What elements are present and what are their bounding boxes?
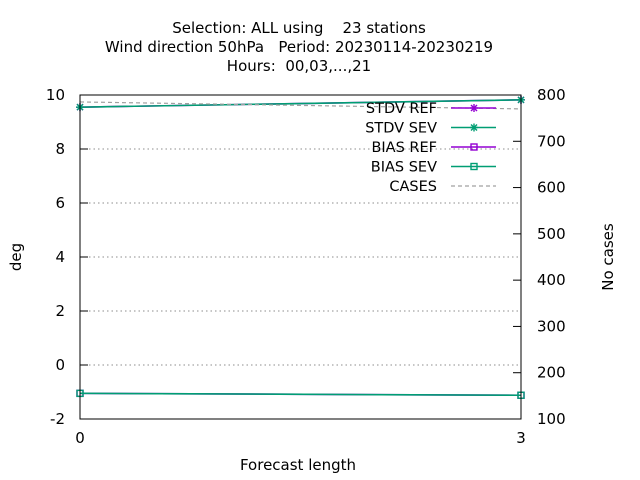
- axis-ticks: -2 0 2 4 6 8 10 100 200 300 400 500 600 700 800 0 3: [46, 86, 566, 447]
- y2-tick-label: 400: [537, 271, 566, 289]
- star-marker: [470, 123, 478, 132]
- y2-tick-label: 800: [537, 86, 566, 104]
- x-tick-label: 3: [516, 429, 526, 447]
- plot-series: [76, 95, 525, 399]
- y-tick-label: 10: [46, 86, 65, 104]
- y-tick-label: 8: [55, 140, 65, 158]
- y2-tick-label: 100: [537, 410, 566, 428]
- y2-tick-label: 300: [537, 317, 566, 335]
- y2-axis-label: No cases: [599, 223, 617, 291]
- x-tick-label: 0: [75, 429, 85, 447]
- y-tick-label: 0: [55, 356, 65, 374]
- series-line: [79, 99, 522, 108]
- series-line: [79, 392, 522, 397]
- y-tick-label: -2: [50, 410, 65, 428]
- star-marker: [470, 104, 478, 112]
- legend-label: CASES: [389, 179, 437, 195]
- legend: STDV REF STDV SEV BIAS REF BIAS SEV CASES: [365, 101, 496, 195]
- y-tick-label: 6: [55, 194, 65, 212]
- x-axis-label: Forecast length: [240, 456, 356, 474]
- y2-tick-label: 600: [537, 179, 566, 197]
- y-tick-label: 4: [55, 248, 65, 266]
- y-tick-label: 2: [55, 302, 65, 320]
- square-marker: [470, 143, 478, 151]
- legend-label: BIAS REF: [371, 140, 437, 156]
- chart-title: Selection: ALL using 23 stations Wind di…: [105, 19, 493, 75]
- grid-lines: [80, 148, 521, 366]
- y2-tick-label: 700: [537, 132, 566, 150]
- legend-label: BIAS SEV: [371, 160, 437, 176]
- title-line-2: Wind direction 50hPa Period: 20230114-20…: [105, 38, 493, 56]
- title-line-1: Selection: ALL using 23 stations: [172, 19, 426, 37]
- y2-tick-label: 500: [537, 225, 566, 243]
- y-axis-label: deg: [7, 243, 25, 271]
- series-line: [79, 101, 522, 110]
- y2-tick-label: 200: [537, 364, 566, 382]
- square-marker: [470, 162, 478, 171]
- title-line-3: Hours: 00,03,...,21: [227, 57, 371, 75]
- legend-label: STDV REF: [366, 101, 437, 117]
- legend-label: STDV SEV: [365, 121, 437, 137]
